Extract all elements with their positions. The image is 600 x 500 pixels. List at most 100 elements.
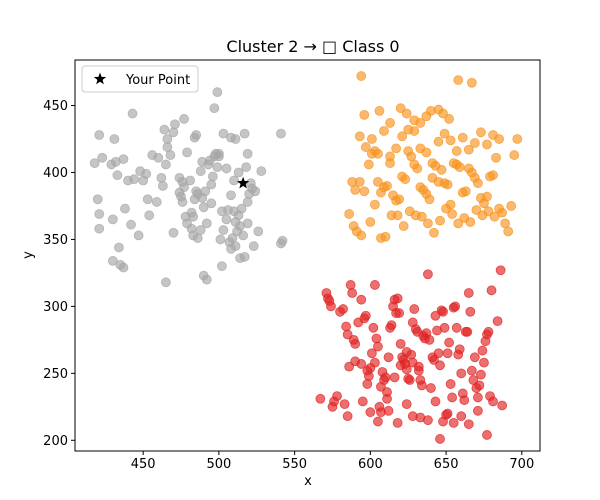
data-point	[347, 288, 358, 298]
data-point	[416, 211, 427, 222]
data-point	[338, 304, 348, 314]
data-point	[444, 337, 455, 348]
data-point	[212, 162, 223, 173]
data-point	[236, 203, 247, 214]
data-point	[114, 242, 124, 253]
data-point	[483, 206, 494, 217]
x-tick-label: 650	[434, 457, 459, 472]
data-point	[400, 174, 411, 185]
data-point	[407, 357, 418, 368]
data-point	[127, 108, 138, 119]
data-point	[341, 321, 352, 332]
data-point	[182, 147, 192, 158]
data-point	[365, 217, 376, 227]
data-point	[466, 77, 477, 88]
data-point	[200, 186, 211, 197]
data-point	[465, 306, 476, 317]
data-point	[221, 163, 232, 174]
data-point	[242, 197, 253, 207]
y-tick-label: 400	[43, 166, 68, 181]
data-point	[344, 361, 355, 372]
data-point	[451, 146, 462, 156]
data-point	[195, 166, 206, 177]
data-point	[395, 103, 406, 114]
data-point	[424, 194, 435, 205]
data-point	[433, 136, 444, 147]
data-point	[391, 143, 402, 154]
data-point	[394, 194, 405, 205]
data-point	[188, 230, 199, 241]
data-point	[345, 280, 356, 290]
data-point	[442, 408, 453, 419]
data-point	[366, 134, 377, 144]
data-point	[430, 396, 441, 407]
data-point	[479, 357, 489, 368]
data-point	[448, 417, 459, 428]
data-point	[436, 164, 447, 175]
data-point	[482, 430, 492, 440]
data-point	[160, 277, 171, 288]
data-point	[379, 126, 389, 136]
data-point	[191, 130, 202, 140]
y-tick-label: 200	[43, 434, 68, 449]
data-point	[356, 294, 367, 305]
data-point	[392, 210, 403, 221]
data-point	[383, 405, 394, 416]
data-point	[474, 380, 485, 391]
data-point	[239, 251, 250, 262]
data-point	[456, 368, 467, 379]
data-point	[339, 399, 350, 410]
data-point	[229, 175, 239, 186]
data-point	[359, 110, 370, 120]
data-point	[368, 322, 379, 333]
data-point	[441, 203, 451, 214]
data-point	[239, 128, 250, 139]
data-point	[212, 87, 223, 98]
data-point	[189, 194, 200, 205]
data-point	[482, 139, 492, 150]
data-point	[170, 119, 180, 130]
data-point	[392, 417, 403, 428]
data-point	[463, 144, 474, 155]
data-point	[162, 142, 173, 152]
data-point	[201, 274, 212, 285]
x-axis-ticks: 450 500 550 600 650 700	[131, 451, 534, 472]
data-point	[94, 130, 105, 140]
data-point	[438, 306, 448, 317]
data-point	[238, 230, 249, 241]
data-point	[445, 379, 456, 389]
data-point	[472, 178, 483, 189]
data-point	[374, 105, 385, 116]
data-point	[97, 152, 108, 163]
data-point	[465, 217, 476, 227]
data-point	[412, 163, 423, 174]
data-point	[492, 316, 503, 327]
data-point	[429, 355, 439, 365]
data-point	[156, 172, 167, 183]
data-point	[373, 416, 383, 427]
data-point	[430, 310, 441, 321]
data-point	[242, 148, 253, 159]
data-point	[248, 241, 259, 252]
x-tick-label: 700	[509, 457, 534, 472]
data-point	[423, 269, 433, 280]
data-point	[380, 372, 391, 383]
data-point	[409, 304, 420, 314]
data-point	[188, 211, 199, 222]
data-point	[435, 215, 445, 226]
data-point	[503, 226, 514, 237]
data-point	[472, 392, 483, 403]
data-point	[369, 199, 380, 210]
data-point	[177, 197, 188, 207]
data-point	[454, 344, 465, 355]
data-point	[453, 218, 464, 229]
data-point	[482, 191, 492, 202]
data-point	[433, 348, 444, 359]
data-point	[327, 401, 338, 412]
data-point	[401, 347, 412, 357]
data-point	[256, 166, 267, 177]
data-point	[206, 198, 217, 209]
data-point	[89, 158, 100, 169]
data-point	[371, 333, 382, 344]
